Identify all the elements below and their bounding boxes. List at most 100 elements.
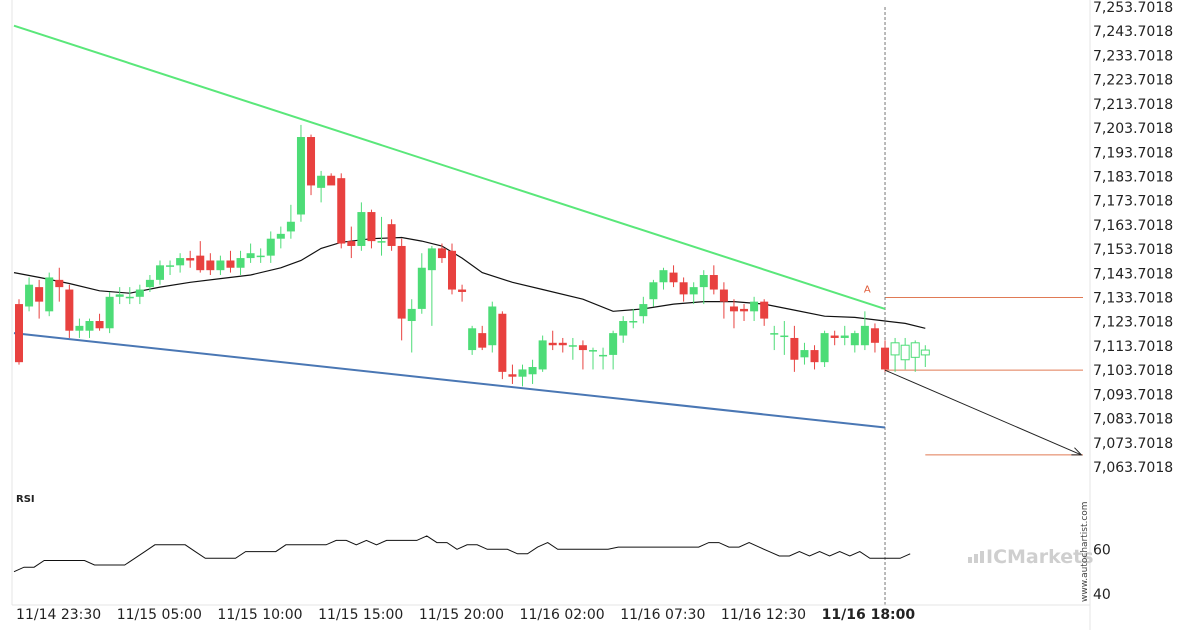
candle-up xyxy=(800,350,809,358)
candle-up xyxy=(427,248,436,271)
candle-down xyxy=(558,342,567,346)
candle-down xyxy=(65,289,74,331)
candle-up xyxy=(296,137,305,215)
price-tick-label: 7,113.7018 xyxy=(1093,339,1173,355)
candle-up xyxy=(588,350,597,352)
candle-up xyxy=(176,258,185,266)
candle-down xyxy=(508,374,517,377)
watermark-site-text: www.autochartist.com xyxy=(1080,501,1090,602)
candle-down xyxy=(206,260,215,271)
candle-down xyxy=(327,175,336,186)
candle-up xyxy=(609,333,618,355)
price-tick-label: 7,153.7018 xyxy=(1093,242,1173,258)
candle-up xyxy=(236,258,245,268)
candle-up xyxy=(266,238,275,256)
candle-up xyxy=(850,333,859,346)
candle-down xyxy=(719,289,728,302)
trend-lines xyxy=(13,24,886,429)
candle-down xyxy=(367,212,376,242)
price-tick-label: 7,183.7018 xyxy=(1093,169,1173,185)
candle-down xyxy=(186,258,195,261)
candle-up xyxy=(135,289,144,297)
candle-down xyxy=(448,250,457,290)
price-tick-label: 7,143.7018 xyxy=(1093,266,1173,282)
candle-up xyxy=(166,265,175,267)
projection-arrow-line xyxy=(884,369,1082,456)
candle-down xyxy=(458,289,467,292)
projection-arrow-head-icon xyxy=(1071,447,1083,456)
candle-down xyxy=(478,333,487,348)
time-tick-label: 11/16 02:00 xyxy=(520,607,605,623)
candle-up xyxy=(639,304,648,317)
candle-up xyxy=(407,308,416,322)
candle-up xyxy=(538,340,547,370)
axes: 7,253.7018 7,243.7018 7,233.7018 7,223.7018… xyxy=(11,0,1173,630)
watermark: ICMarkets www.autochartist.com xyxy=(968,501,1094,602)
rsi-line xyxy=(13,535,911,573)
time-tick-label: 11/15 05:00 xyxy=(117,607,202,623)
price-tick-label: 7,223.7018 xyxy=(1093,73,1173,89)
price-tick-label: 7,253.7018 xyxy=(1093,0,1173,16)
candle-up xyxy=(770,333,779,335)
annotations: A xyxy=(864,285,1083,456)
candle-down xyxy=(709,275,718,290)
price-tick-label: 7,133.7018 xyxy=(1093,291,1173,307)
candle-down xyxy=(196,255,205,271)
candle-down xyxy=(307,137,316,186)
candle-up xyxy=(840,335,849,338)
candle-up xyxy=(357,212,366,246)
candle-up xyxy=(528,367,537,375)
candle-down xyxy=(830,335,839,338)
candle-up xyxy=(649,282,658,300)
rsi-label: RSI xyxy=(16,494,35,505)
time-tick-label: 11/16 07:30 xyxy=(620,607,705,623)
candle-up xyxy=(377,241,386,243)
candle-up xyxy=(659,270,668,283)
rsi-tick-label: 40 xyxy=(1093,587,1111,603)
price-tick-label: 7,073.7018 xyxy=(1093,436,1173,452)
candle-up xyxy=(820,333,829,363)
time-tick-label: 11/15 20:00 xyxy=(419,607,504,623)
price-tick-label: 7,083.7018 xyxy=(1093,412,1173,428)
candle-up xyxy=(145,279,154,288)
candle-down xyxy=(387,224,396,246)
candle-up xyxy=(750,301,759,312)
candle-up xyxy=(286,221,295,232)
candle-down xyxy=(740,308,749,312)
candle-up xyxy=(417,267,426,309)
candle-down xyxy=(679,282,688,295)
candle-up xyxy=(125,296,134,299)
candle-up xyxy=(115,294,124,297)
candle-down xyxy=(397,245,406,319)
resistance-trend-line xyxy=(13,24,886,310)
candle-down xyxy=(548,342,557,346)
candle-up xyxy=(276,233,285,239)
rsi-panel: RSI 60 40 xyxy=(13,494,1111,603)
candle-up xyxy=(780,335,789,338)
candle-down xyxy=(790,337,799,360)
price-tick-label: 7,213.7018 xyxy=(1093,97,1173,113)
candle-up xyxy=(256,255,265,258)
ghost-candle-body xyxy=(920,349,930,356)
price-tick-label: 7,233.7018 xyxy=(1093,48,1173,64)
candle-up xyxy=(246,253,255,259)
candle-down xyxy=(15,304,23,363)
candle-up xyxy=(75,325,84,331)
candle-up xyxy=(45,277,54,312)
candle-down xyxy=(498,313,507,372)
candle-up xyxy=(317,175,326,188)
candles xyxy=(15,124,890,387)
price-tick-label: 7,173.7018 xyxy=(1093,194,1173,210)
icmarkets-logo-icon: ICMarkets xyxy=(968,546,1094,568)
time-tick-label: 11/16 12:30 xyxy=(721,607,806,623)
candle-up xyxy=(155,265,164,280)
candle-down xyxy=(226,260,235,268)
price-tick-label: 7,103.7018 xyxy=(1093,363,1173,379)
candle-down xyxy=(578,345,587,351)
candle-up xyxy=(85,321,94,331)
support-trend-line xyxy=(13,332,886,429)
candle-up xyxy=(468,328,477,351)
price-tick-label: 7,243.7018 xyxy=(1093,24,1173,40)
price-tick-label: 7,203.7018 xyxy=(1093,121,1173,137)
